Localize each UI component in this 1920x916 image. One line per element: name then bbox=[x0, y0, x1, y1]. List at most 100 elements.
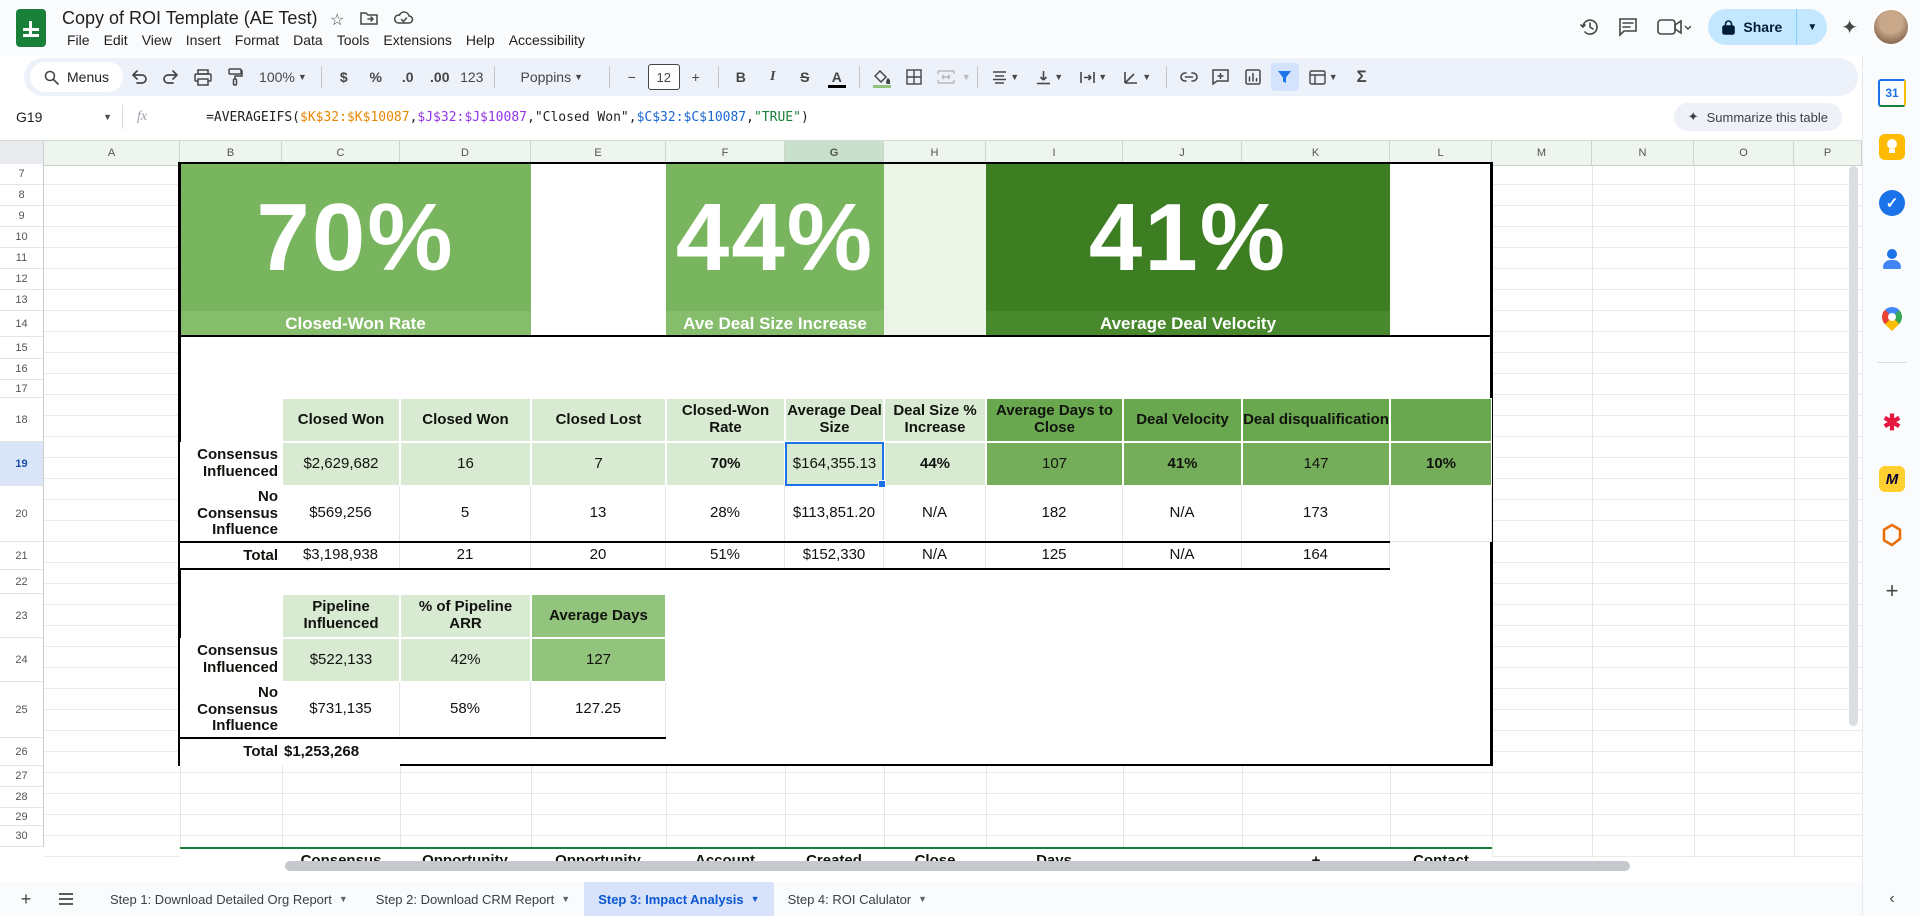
sheet-tab-active[interactable]: Step 3: Impact Analysis ▼ bbox=[584, 882, 774, 916]
column-header[interactable]: K bbox=[1242, 141, 1390, 165]
strikethrough-button[interactable]: S bbox=[800, 69, 810, 85]
t1-row-label[interactable]: No Consensus Influence bbox=[180, 486, 282, 542]
column-header[interactable]: M bbox=[1492, 141, 1592, 165]
version-history-icon[interactable] bbox=[1578, 15, 1602, 39]
t1-cell[interactable]: 10% bbox=[1390, 442, 1492, 486]
t1-cell[interactable]: 44% bbox=[884, 442, 986, 486]
menu-item[interactable]: View bbox=[141, 32, 172, 48]
t2-header[interactable]: Average Days bbox=[531, 594, 666, 638]
t1-cell[interactable]: 147 bbox=[1242, 442, 1390, 486]
t2-cell[interactable]: 127.25 bbox=[531, 682, 666, 738]
t1-cell[interactable]: 28% bbox=[666, 486, 785, 542]
row-header[interactable]: 22 bbox=[0, 570, 43, 594]
t1-cell[interactable]: $3,198,938 bbox=[282, 542, 400, 570]
italic-button[interactable]: I bbox=[770, 69, 776, 84]
column-header[interactable]: I bbox=[986, 141, 1123, 165]
t2-cell[interactable]: $522,133 bbox=[282, 638, 400, 682]
all-sheets-button[interactable] bbox=[52, 885, 80, 913]
column-header[interactable]: P bbox=[1794, 141, 1862, 165]
functions-button[interactable]: Σ bbox=[1356, 67, 1367, 86]
menu-item[interactable]: Tools bbox=[336, 32, 370, 48]
more-formats-button[interactable]: 123 bbox=[460, 69, 484, 85]
add-sheet-button[interactable]: + bbox=[20, 888, 32, 909]
row-header[interactable]: 25 bbox=[0, 682, 43, 738]
name-box[interactable]: G19 ▼ bbox=[16, 109, 112, 125]
banner-closed-won-rate[interactable]: 70% bbox=[180, 164, 531, 311]
t1-header[interactable]: Average Days to Close bbox=[986, 398, 1123, 442]
banner-deal-velocity[interactable]: 41% bbox=[986, 164, 1390, 311]
banner-closed-won-rate-label[interactable]: Closed-Won Rate bbox=[180, 311, 531, 337]
summarize-table-button[interactable]: ✦ Summarize this table bbox=[1673, 103, 1842, 131]
move-folder-icon[interactable] bbox=[360, 10, 379, 30]
get-addons-icon[interactable]: + bbox=[1885, 578, 1899, 603]
sheet-tab[interactable]: Step 1: Download Detailed Org Report ▼ bbox=[110, 891, 348, 907]
t1-header[interactable]: Deal Size % Increase bbox=[884, 398, 986, 442]
t1-cell[interactable]: 173 bbox=[1242, 486, 1390, 542]
column-header[interactable]: E bbox=[531, 141, 666, 165]
meet-video-icon[interactable] bbox=[1654, 15, 1694, 39]
menu-item[interactable]: Data bbox=[293, 32, 323, 48]
collapse-panel-icon[interactable]: ‹ bbox=[1889, 890, 1895, 907]
banner-deal-size-increase[interactable]: 44% bbox=[666, 164, 884, 311]
t1-cell[interactable]: 164 bbox=[1242, 542, 1390, 570]
t2-cell[interactable]: $1,253,268 bbox=[282, 738, 400, 766]
t2-cell[interactable]: 58% bbox=[400, 682, 531, 738]
column-header[interactable]: G bbox=[785, 141, 884, 165]
row-header[interactable]: 10 bbox=[0, 227, 43, 248]
t1-header[interactable]: Deal disqualification bbox=[1242, 398, 1390, 442]
row-header[interactable]: 24 bbox=[0, 638, 43, 682]
tab-menu-icon[interactable]: ▼ bbox=[561, 894, 571, 904]
t1-cell[interactable]: 20 bbox=[531, 542, 666, 570]
row-header[interactable]: 23 bbox=[0, 594, 43, 638]
t1-cell[interactable]: 41% bbox=[1123, 442, 1242, 486]
t2-cell[interactable]: 127 bbox=[531, 638, 666, 682]
comments-icon[interactable] bbox=[1616, 15, 1640, 39]
row-header[interactable]: 14 bbox=[0, 311, 43, 337]
t1-cell[interactable]: $113,851.20 bbox=[785, 486, 884, 542]
insert-comment-button[interactable] bbox=[1207, 63, 1235, 91]
t1-cell[interactable]: 13 bbox=[531, 486, 666, 542]
row-header[interactable]: 30 bbox=[0, 826, 43, 847]
sheet-tab[interactable]: Step 4: ROI Calulator ▼ bbox=[787, 891, 928, 907]
font-select[interactable]: Poppins ▼ bbox=[520, 69, 584, 85]
t1-header[interactable]: Closed Lost bbox=[531, 398, 666, 442]
t1-header[interactable]: Deal Velocity bbox=[1123, 398, 1242, 442]
row-header[interactable]: 20 bbox=[0, 486, 43, 542]
t1-cell[interactable]: 21 bbox=[400, 542, 531, 570]
row-header[interactable]: 17 bbox=[0, 380, 43, 398]
t1-header[interactable] bbox=[1390, 398, 1492, 442]
menu-item[interactable]: File bbox=[67, 32, 90, 48]
select-all-corner[interactable] bbox=[0, 141, 44, 165]
banner-deal-size-increase-label[interactable]: Ave Deal Size Increase bbox=[666, 311, 884, 337]
t1-cell[interactable]: N/A bbox=[1123, 486, 1242, 542]
share-button[interactable]: Share ▼ bbox=[1708, 9, 1828, 45]
t1-cell[interactable]: N/A bbox=[884, 542, 986, 570]
t1-row-label[interactable]: Total bbox=[180, 542, 282, 570]
share-dropdown[interactable]: ▼ bbox=[1796, 9, 1827, 45]
increase-font-size-button[interactable]: + bbox=[691, 69, 700, 85]
column-header[interactable]: J bbox=[1123, 141, 1242, 165]
t2-row-label[interactable]: Consensus Influenced bbox=[180, 638, 282, 682]
menu-item[interactable]: Extensions bbox=[383, 32, 452, 48]
gemini-icon[interactable]: ✦ bbox=[1841, 16, 1858, 39]
column-header[interactable]: F bbox=[666, 141, 785, 165]
row-header[interactable]: 19 bbox=[0, 442, 43, 486]
row-header[interactable]: 11 bbox=[0, 248, 43, 269]
filter-views-button[interactable]: ▼ bbox=[1303, 63, 1344, 91]
t1-row-label[interactable]: Consensus Influenced bbox=[180, 442, 282, 486]
t1-cell[interactable] bbox=[1390, 486, 1492, 542]
maps-icon[interactable] bbox=[1877, 302, 1907, 332]
row-header[interactable]: 12 bbox=[0, 269, 43, 290]
document-title[interactable]: Copy of ROI Template (AE Test) bbox=[62, 8, 318, 28]
insert-link-button[interactable] bbox=[1175, 63, 1203, 91]
formula-input[interactable]: =AVERAGEIFS($K$32:$K$10087,$J$32:$J$1008… bbox=[206, 109, 809, 125]
row-header[interactable]: 13 bbox=[0, 290, 43, 311]
zoom-select[interactable]: 100% ▼ bbox=[259, 69, 307, 85]
tab-menu-icon[interactable]: ▼ bbox=[338, 894, 348, 904]
t1-cell[interactable]: 70% bbox=[666, 442, 785, 486]
undo-button[interactable] bbox=[125, 63, 153, 91]
t2-cell[interactable]: $731,135 bbox=[282, 682, 400, 738]
column-header[interactable]: D bbox=[400, 141, 531, 165]
miro-icon[interactable]: M bbox=[1877, 464, 1907, 494]
bold-button[interactable]: B bbox=[735, 69, 746, 85]
